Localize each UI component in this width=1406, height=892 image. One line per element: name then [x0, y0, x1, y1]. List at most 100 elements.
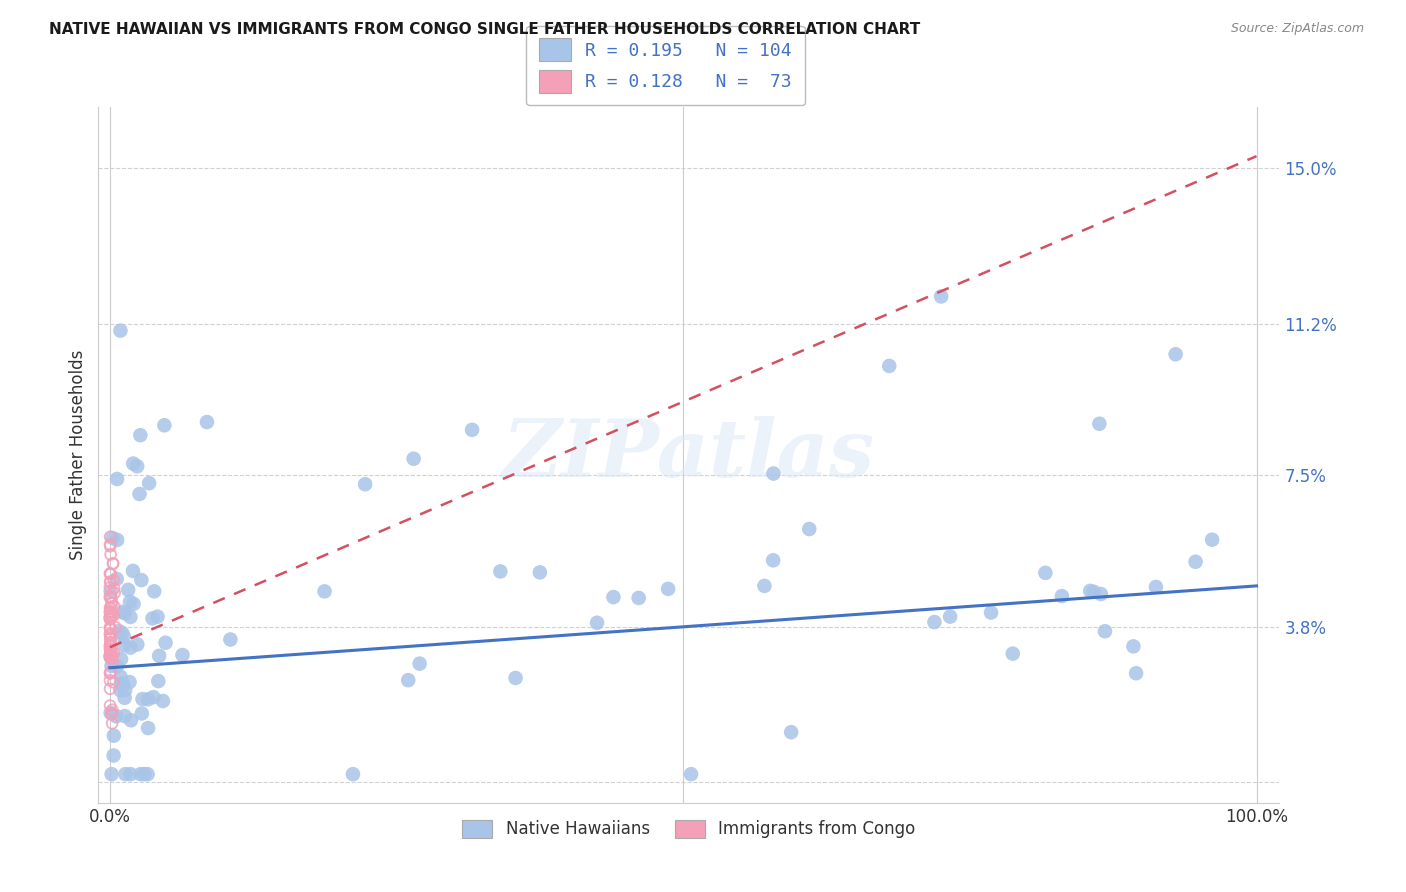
Point — [929, 289, 952, 303]
Point — [105, 709, 128, 723]
Point — [1184, 555, 1206, 569]
Point — [924, 615, 946, 629]
Point — [129, 428, 152, 442]
Point — [1090, 587, 1112, 601]
Point — [122, 457, 145, 471]
Point — [134, 767, 156, 781]
Point — [128, 487, 150, 501]
Point — [100, 649, 122, 664]
Point — [101, 716, 124, 731]
Point — [101, 557, 124, 571]
Point — [98, 600, 121, 615]
Point — [1001, 647, 1024, 661]
Point — [142, 690, 165, 705]
Point — [342, 767, 364, 781]
Point — [101, 557, 124, 571]
Point — [105, 472, 128, 486]
Point — [103, 608, 125, 623]
Point — [98, 574, 121, 589]
Point — [136, 767, 159, 781]
Point — [131, 692, 153, 706]
Point — [100, 621, 122, 635]
Point — [104, 620, 127, 634]
Point — [1050, 589, 1073, 603]
Point — [105, 659, 128, 673]
Point — [98, 629, 121, 643]
Point — [529, 566, 551, 580]
Point — [98, 638, 121, 652]
Point — [98, 530, 121, 544]
Point — [98, 610, 121, 624]
Point — [98, 610, 121, 624]
Point — [131, 573, 153, 587]
Point — [98, 580, 121, 594]
Point — [100, 642, 122, 657]
Point — [1078, 583, 1101, 598]
Point — [98, 607, 121, 622]
Point — [131, 706, 153, 721]
Point — [103, 574, 125, 588]
Point — [127, 459, 149, 474]
Point — [100, 635, 122, 649]
Point — [1122, 640, 1144, 654]
Point — [101, 531, 124, 545]
Point — [100, 648, 122, 663]
Point — [114, 767, 136, 781]
Point — [396, 673, 419, 688]
Point — [103, 675, 125, 690]
Point — [980, 606, 1002, 620]
Point — [101, 596, 124, 610]
Point — [104, 586, 127, 600]
Point — [100, 651, 122, 665]
Point — [111, 605, 134, 619]
Point — [100, 767, 122, 781]
Point — [195, 415, 218, 429]
Point — [98, 666, 121, 681]
Point — [780, 725, 803, 739]
Point — [681, 767, 703, 781]
Point — [100, 646, 122, 660]
Point — [100, 632, 122, 646]
Point — [799, 522, 821, 536]
Point — [98, 621, 121, 635]
Point — [111, 626, 134, 640]
Point — [1035, 566, 1057, 580]
Point — [602, 590, 624, 604]
Point — [100, 665, 122, 679]
Point — [120, 713, 142, 727]
Point — [103, 748, 125, 763]
Point — [100, 548, 122, 562]
Point — [98, 537, 121, 551]
Point — [148, 648, 170, 663]
Point — [138, 476, 160, 491]
Point — [120, 767, 142, 781]
Point — [100, 632, 122, 646]
Point — [98, 643, 121, 657]
Point — [103, 599, 125, 614]
Point — [314, 584, 336, 599]
Point — [120, 610, 142, 624]
Point — [219, 632, 242, 647]
Point — [148, 674, 170, 689]
Point — [118, 675, 141, 690]
Point — [98, 681, 121, 696]
Point — [110, 670, 132, 684]
Point — [114, 690, 136, 705]
Point — [98, 665, 121, 680]
Point — [114, 683, 136, 698]
Point — [754, 579, 776, 593]
Point — [136, 721, 159, 735]
Point — [100, 706, 122, 720]
Point — [112, 629, 135, 643]
Point — [101, 648, 124, 662]
Point — [402, 451, 425, 466]
Point — [129, 767, 152, 781]
Point — [1094, 624, 1116, 639]
Point — [103, 729, 125, 743]
Legend: Native Hawaiians, Immigrants from Congo: Native Hawaiians, Immigrants from Congo — [454, 812, 924, 847]
Point — [98, 622, 121, 636]
Point — [110, 652, 132, 666]
Point — [354, 477, 377, 491]
Point — [100, 609, 122, 624]
Point — [98, 648, 121, 662]
